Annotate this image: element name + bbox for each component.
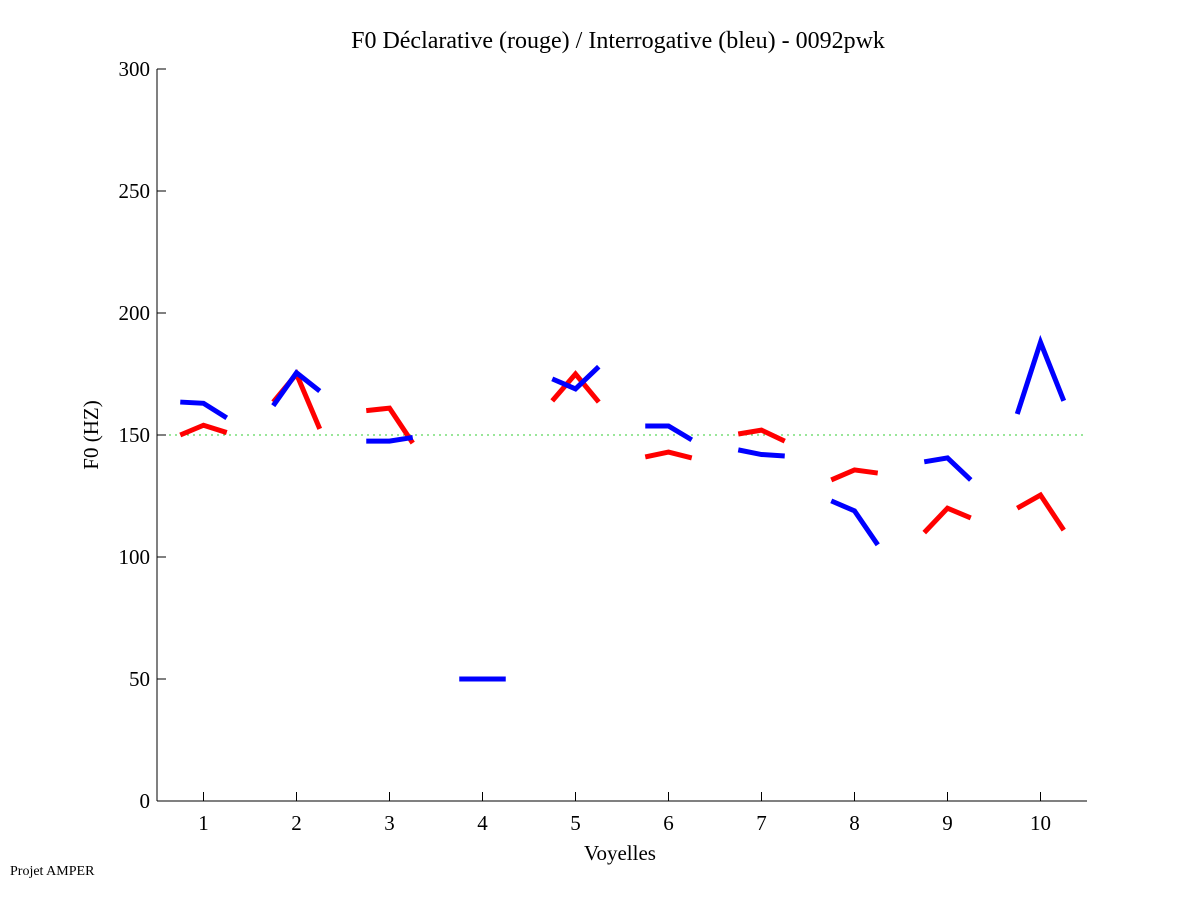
declarative-contour-vowel-6 [644, 449, 693, 461]
y-tick-label: 300 [119, 57, 151, 81]
declarative-contour-vowel-8 [830, 467, 879, 483]
y-tick-label: 200 [119, 301, 151, 325]
declarative-contour-vowel-9 [922, 505, 972, 535]
footer-credit: Projet AMPER [10, 864, 95, 879]
x-axis-label: Voyelles [584, 841, 656, 865]
x-tick-label: 8 [849, 811, 860, 835]
interrogative-contour-vowel-3 [366, 434, 414, 444]
interrogative-contour-vowel-7 [737, 447, 785, 459]
y-tick-label: 0 [140, 789, 151, 813]
x-tick-label: 5 [570, 811, 581, 835]
x-tick-label: 2 [291, 811, 302, 835]
y-tick-label: 50 [129, 667, 150, 691]
y-tick-label: 250 [119, 179, 151, 203]
x-tick-label: 6 [663, 811, 674, 835]
x-tick-label: 7 [756, 811, 767, 835]
x-tick-label: 3 [384, 811, 395, 835]
interrogative-contour-vowel-5 [551, 364, 601, 392]
y-tick-label: 150 [119, 423, 151, 447]
declarative-contour-vowel-1 [179, 422, 228, 438]
declarative-contour-vowel-3 [365, 405, 415, 445]
x-tick-label: 9 [942, 811, 953, 835]
y-axis-label: F0 (HZ) [79, 400, 103, 469]
declarative-contour-vowel-2 [271, 369, 323, 430]
interrogative-contour-vowel-8 [830, 498, 880, 547]
interrogative-contour-vowel-9 [923, 455, 973, 482]
interrogative-contour-vowel-2 [271, 369, 322, 408]
x-tick-label: 1 [198, 811, 209, 835]
declarative-contour-vowel-10 [1016, 491, 1066, 532]
x-tick-label: 10 [1030, 811, 1051, 835]
interrogative-contour-vowel-6 [645, 423, 694, 443]
chart-title: F0 Déclarative (rouge) / Interrogative (… [351, 28, 885, 54]
declarative-contour-vowel-7 [737, 427, 786, 444]
y-tick-label: 100 [119, 545, 151, 569]
interrogative-contour-vowel-10 [1014, 334, 1067, 415]
declarative-contour-vowel-5 [550, 370, 601, 404]
interrogative-contour-vowel-1 [180, 399, 229, 421]
x-tick-label: 4 [477, 811, 488, 835]
